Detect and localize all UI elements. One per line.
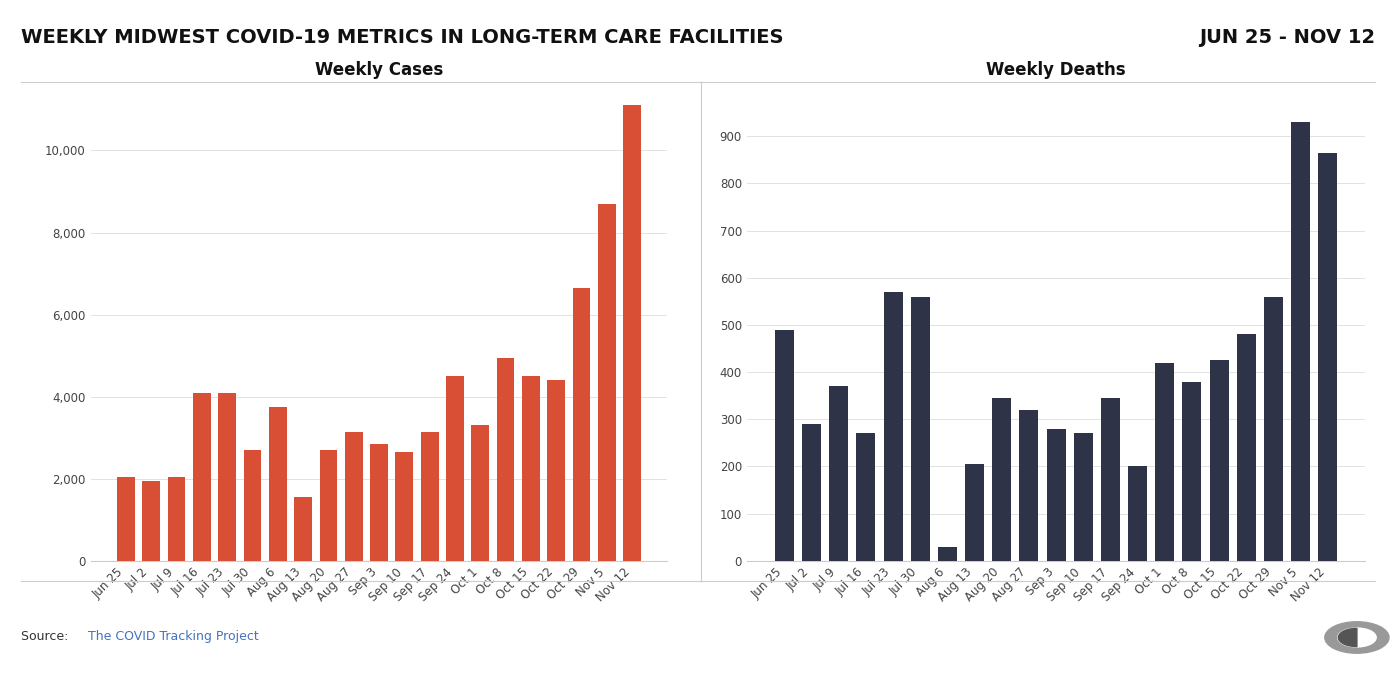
Bar bbox=[884, 292, 903, 561]
Bar bbox=[1209, 360, 1228, 561]
Bar bbox=[547, 380, 565, 561]
Bar bbox=[295, 497, 311, 561]
Bar bbox=[965, 464, 984, 561]
Bar bbox=[1074, 434, 1093, 561]
Bar bbox=[142, 481, 161, 561]
Bar bbox=[1182, 382, 1202, 561]
Bar bbox=[193, 393, 211, 561]
Bar bbox=[1237, 334, 1255, 561]
Bar bbox=[269, 407, 286, 561]
Bar bbox=[938, 547, 956, 561]
Bar bbox=[1156, 363, 1174, 561]
Bar bbox=[243, 450, 261, 561]
Bar bbox=[1318, 153, 1337, 561]
Bar bbox=[1019, 410, 1039, 561]
Bar bbox=[472, 425, 489, 561]
Bar bbox=[345, 432, 363, 561]
Bar bbox=[1263, 297, 1283, 561]
Title: Weekly Cases: Weekly Cases bbox=[315, 61, 443, 79]
Bar bbox=[320, 450, 338, 561]
Text: The COVID Tracking Project: The COVID Tracking Project bbox=[88, 629, 258, 643]
Bar bbox=[624, 105, 641, 561]
Bar bbox=[775, 330, 794, 561]
Bar bbox=[447, 376, 463, 561]
Bar bbox=[420, 432, 438, 561]
Bar bbox=[910, 297, 930, 561]
Bar bbox=[857, 434, 875, 561]
Text: WEEKLY MIDWEST COVID-19 METRICS IN LONG-TERM CARE FACILITIES: WEEKLY MIDWEST COVID-19 METRICS IN LONG-… bbox=[21, 28, 783, 47]
Bar bbox=[829, 386, 849, 561]
Bar bbox=[803, 424, 821, 561]
Bar bbox=[597, 204, 616, 561]
Bar bbox=[1128, 466, 1148, 561]
Bar bbox=[117, 477, 134, 561]
Bar bbox=[993, 398, 1011, 561]
Bar bbox=[1291, 122, 1309, 561]
Bar bbox=[370, 444, 388, 561]
Bar bbox=[395, 452, 413, 561]
Bar bbox=[168, 477, 186, 561]
Title: Weekly Deaths: Weekly Deaths bbox=[986, 61, 1127, 79]
Bar bbox=[522, 376, 540, 561]
Bar bbox=[218, 393, 236, 561]
Bar bbox=[1047, 429, 1065, 561]
Text: Source:: Source: bbox=[21, 629, 73, 643]
Bar bbox=[572, 288, 591, 561]
Bar bbox=[497, 358, 515, 561]
Text: JUN 25 - NOV 12: JUN 25 - NOV 12 bbox=[1199, 28, 1375, 47]
Bar bbox=[1101, 398, 1120, 561]
